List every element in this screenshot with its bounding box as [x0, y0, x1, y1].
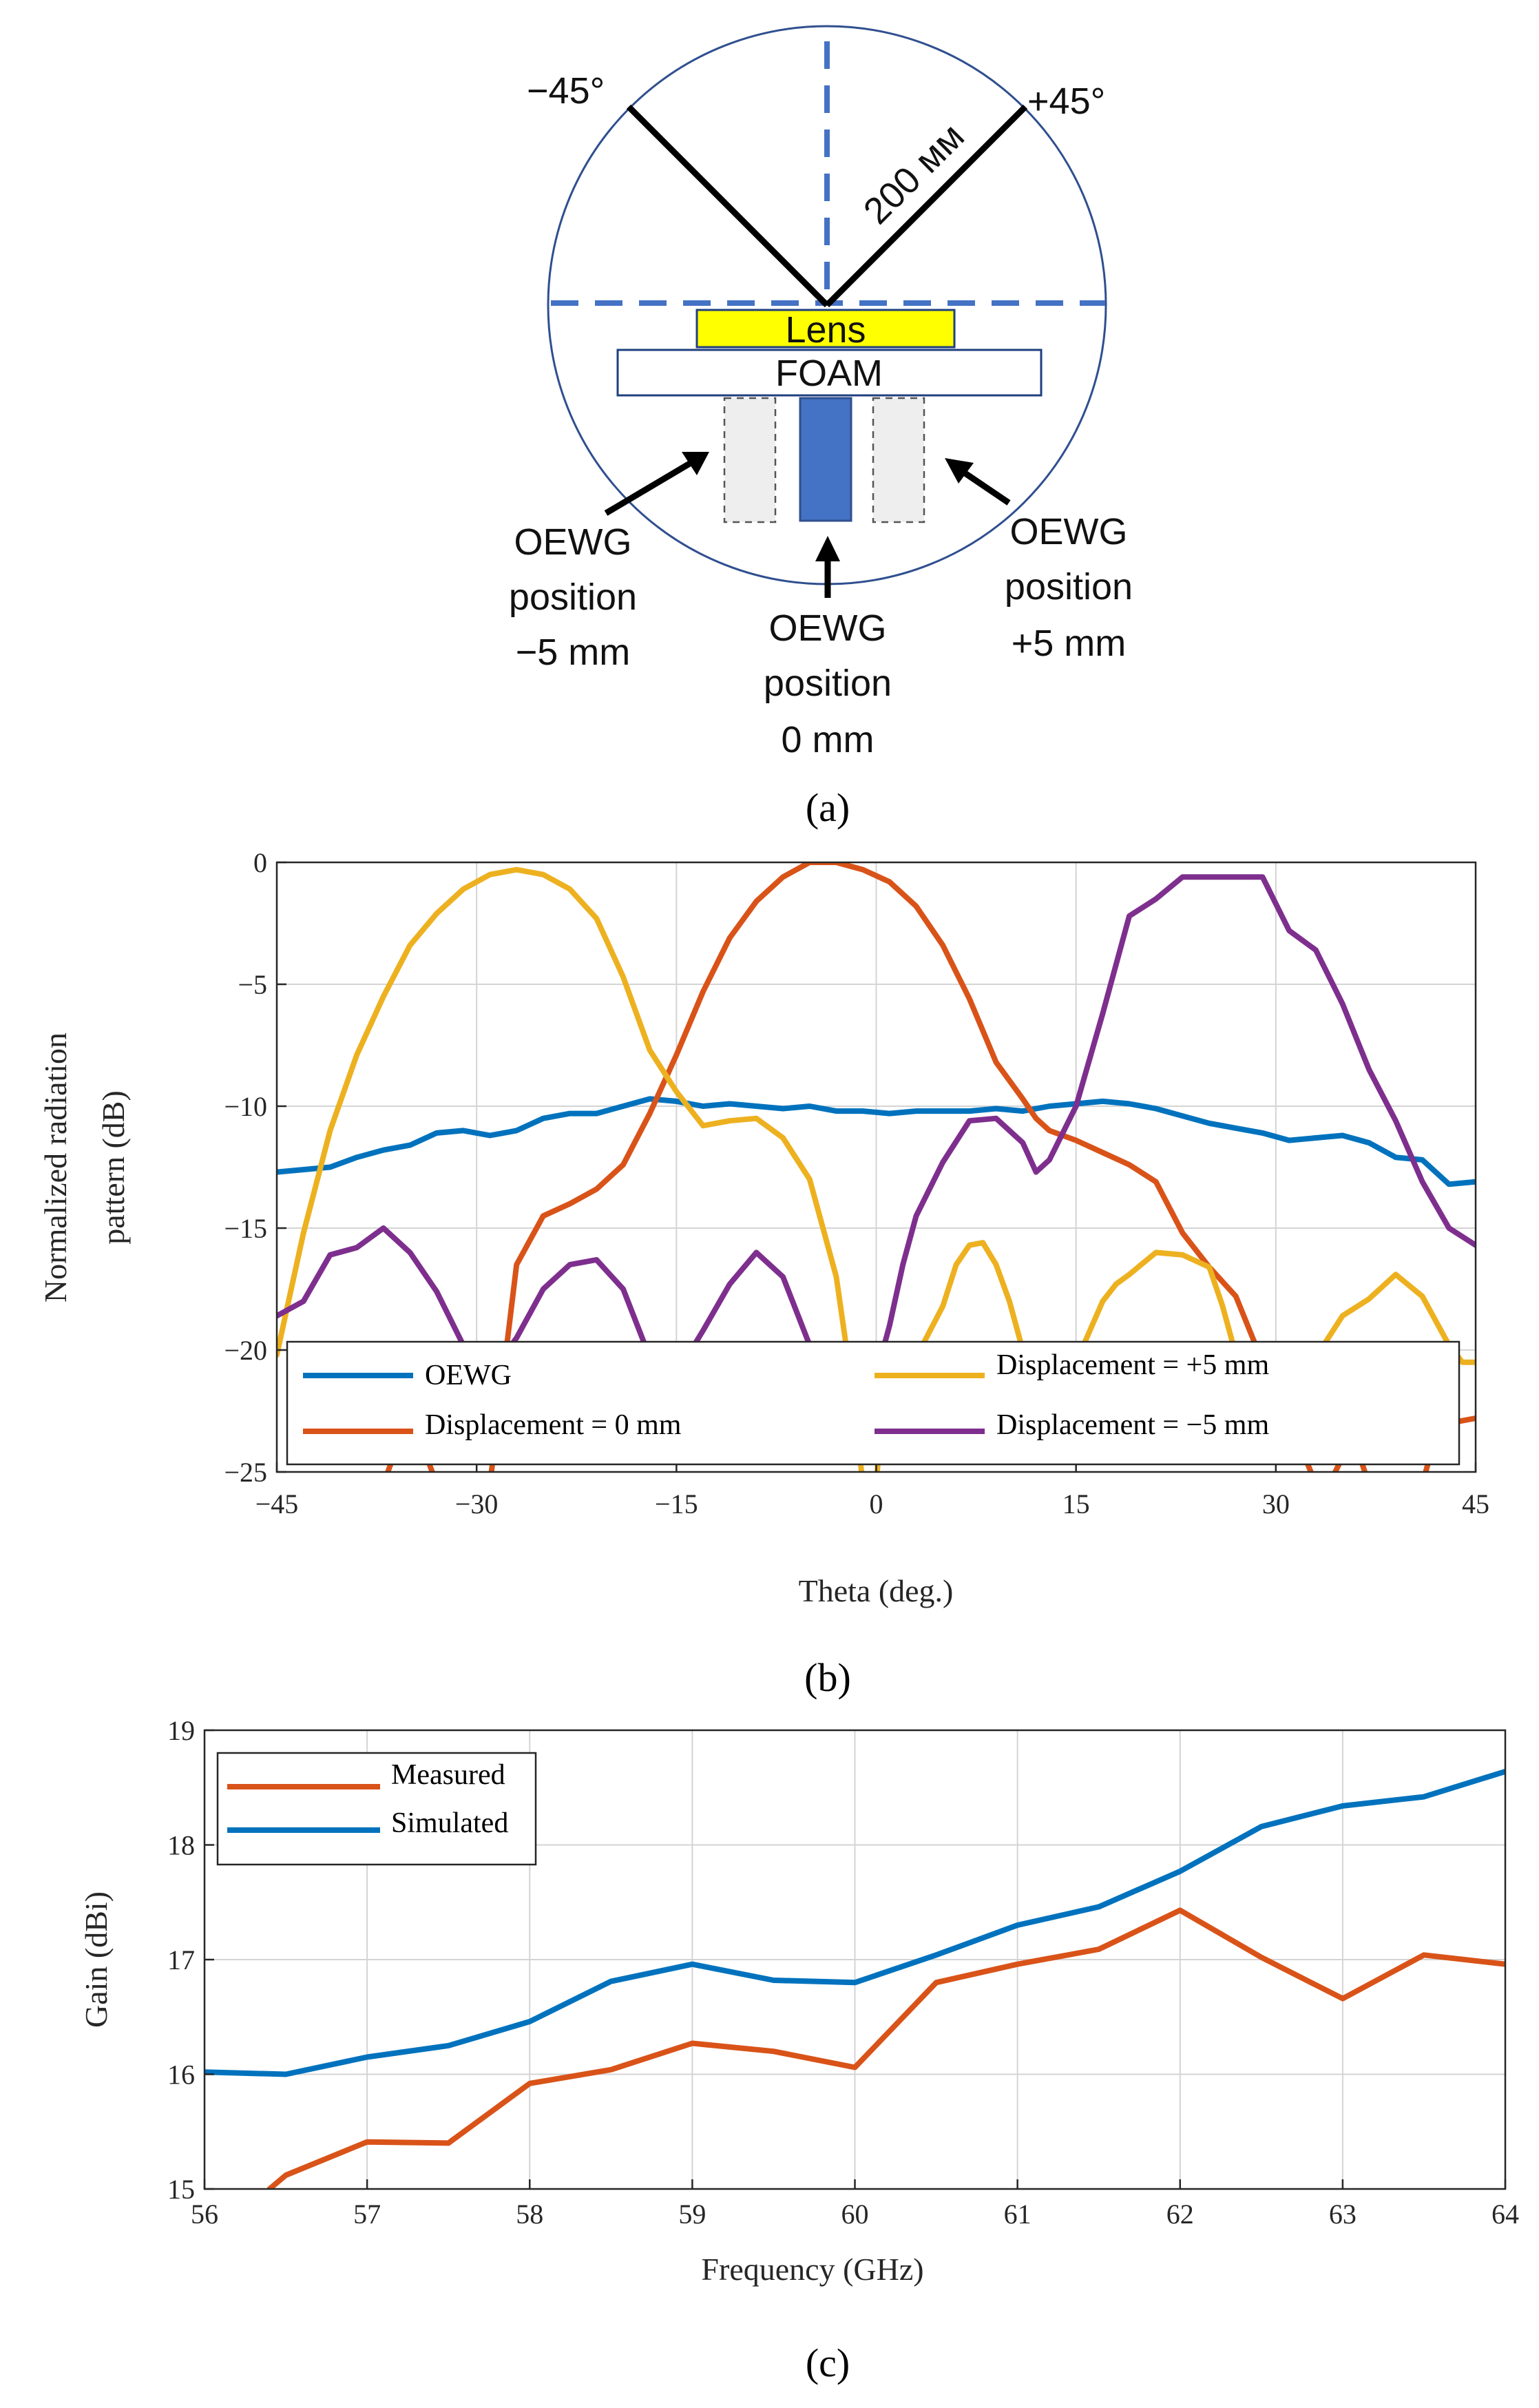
y-tick-label: 19	[167, 1715, 195, 1746]
chart-b-xlabel: Theta (deg.)	[799, 1573, 954, 1608]
setup-diagram: −45° +45° 200 мм Lens FOAM OEWG position…	[509, 25, 1133, 830]
arrowhead-left	[682, 452, 709, 475]
oewg-ghost-left	[723, 397, 777, 523]
y-tick-label: 18	[167, 1830, 195, 1861]
lens-label: Lens	[785, 309, 866, 351]
legend-label-disp-minus5: Displacement = −5 mm	[996, 1409, 1269, 1441]
legend-label-disp-plus5: Displacement = +5 mm	[996, 1349, 1269, 1381]
x-tick-label: 58	[516, 2199, 543, 2230]
left-label-line2: position	[509, 577, 637, 618]
x-tick-label: −30	[455, 1488, 499, 1519]
series-line-oewg	[277, 1096, 1476, 1187]
right-label-line1: OEWG	[1010, 511, 1128, 552]
center-label-line3: 0 mm	[782, 719, 875, 760]
arrowhead-center	[815, 536, 840, 561]
oewg-feed-center	[799, 397, 852, 522]
chart-c-series	[205, 1768, 1505, 2189]
x-tick-label: 63	[1329, 2199, 1357, 2230]
plus-45-ray	[824, 104, 1028, 308]
center-label-line2: position	[764, 663, 892, 704]
x-tick-label: −45	[255, 1488, 299, 1519]
lens-block	[695, 309, 956, 349]
minus-45-ray	[626, 104, 830, 308]
y-tick-label: −10	[224, 1091, 267, 1122]
arrow-left	[604, 457, 698, 516]
y-tick-label: 15	[167, 2174, 195, 2205]
angle-right-label: +45°	[1027, 81, 1105, 122]
y-tick-label: −15	[224, 1213, 267, 1244]
chart-c-legend-box	[216, 1752, 537, 1866]
chart-b-ylabel-line1: Normalized radiation	[38, 1032, 73, 1302]
chart-b: −45 −30 −15 0 15 30 45 −25 −20 −15 −10 −5 0 Theta (d…	[38, 847, 1489, 1700]
x-tick-label: 64	[1491, 2199, 1519, 2230]
chart-b-ylabel-line2: pattern (dB)	[96, 1090, 131, 1245]
y-tick-label: 0	[253, 847, 267, 878]
x-tick-label: 59	[678, 2199, 706, 2230]
x-tick-label: 57	[353, 2199, 381, 2230]
legend-label-disp-0: Displacement = 0 mm	[425, 1409, 682, 1441]
foam-label: FOAM	[775, 353, 883, 394]
x-tick-label: 30	[1262, 1488, 1290, 1519]
right-label-line3: +5 mm	[1012, 623, 1127, 664]
x-tick-label: 61	[1004, 2199, 1032, 2230]
chart-c-xlabel: Frequency (GHz)	[701, 2252, 923, 2287]
y-tick-label: −5	[238, 969, 267, 1000]
series-line-displacement-0-mm	[384, 862, 1476, 1472]
chart-b-legend-box	[286, 1340, 1461, 1466]
y-tick-label: 16	[167, 2059, 195, 2090]
x-tick-label: 15	[1062, 1488, 1090, 1519]
chart-b-ticks: −45 −30 −15 0 15 30 45 −25 −20 −15 −10 −5 0	[224, 847, 1489, 1519]
y-tick-label: 17	[167, 1944, 195, 1975]
chart-c-ticks: 56 57 58 59 60 61 62 63 64 15 16 17 18 19	[167, 1715, 1519, 2230]
x-tick-label: 56	[191, 2199, 218, 2230]
series-line-simulated	[205, 1768, 1505, 2077]
x-tick-label: 62	[1166, 2199, 1194, 2230]
chart-b-legend: OEWG Displacement = 0 mm Displacement = …	[286, 1340, 1461, 1466]
legend-label-oewg: OEWG	[425, 1360, 512, 1391]
y-tick-label: −25	[224, 1457, 267, 1488]
caption-c: (c)	[806, 2340, 850, 2385]
chart-c-ylabel: Gain (dBi)	[78, 1891, 114, 2028]
arrow-right	[962, 470, 1011, 506]
center-label-line1: OEWG	[769, 608, 887, 649]
legend-label-measured: Measured	[391, 1759, 505, 1791]
x-tick-label: −15	[655, 1488, 698, 1519]
x-tick-label: 60	[841, 2199, 869, 2230]
left-label-line3: −5 mm	[516, 632, 631, 673]
caption-b: (b)	[804, 1655, 851, 1700]
chart-c-legend: Measured Simulated	[216, 1752, 537, 1866]
caption-a: (a)	[806, 785, 850, 830]
legend-label-simulated: Simulated	[391, 1807, 508, 1839]
arrowhead-right	[945, 458, 974, 484]
left-label-line1: OEWG	[514, 521, 632, 563]
y-tick-label: −20	[224, 1335, 267, 1366]
series-line-measured	[266, 1907, 1505, 2189]
x-tick-label: 45	[1462, 1488, 1489, 1519]
oewg-ghost-right	[872, 397, 925, 523]
angle-left-label: −45°	[527, 70, 605, 112]
chart-c-grid	[205, 1730, 1505, 2189]
right-label-line2: position	[1005, 566, 1133, 608]
foam-block	[616, 349, 1043, 397]
x-tick-label: 0	[870, 1488, 883, 1519]
chart-c: 56 57 58 59 60 61 62 63 64 15 16 17 18 19 Frequency (…	[78, 1715, 1519, 2385]
